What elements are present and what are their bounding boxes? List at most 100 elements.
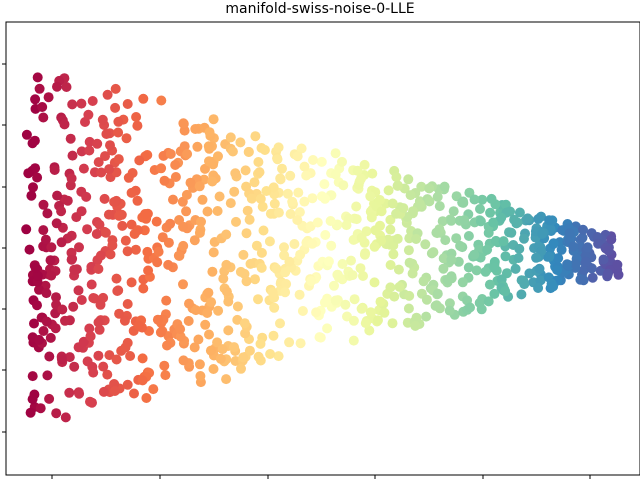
data-point: [459, 215, 470, 226]
data-point: [126, 277, 137, 288]
data-point: [375, 296, 386, 307]
data-point: [105, 140, 115, 151]
data-point: [21, 224, 32, 235]
data-point: [548, 239, 559, 249]
data-point: [241, 228, 252, 239]
data-point: [500, 286, 511, 297]
data-point: [34, 334, 45, 345]
data-point: [110, 83, 121, 94]
data-point: [320, 230, 331, 240]
data-point: [93, 350, 104, 361]
data-point: [44, 393, 55, 404]
data-point: [159, 360, 170, 371]
data-point: [243, 147, 254, 157]
data-point: [196, 216, 206, 227]
data-point: [57, 304, 68, 315]
data-point: [51, 408, 62, 419]
data-point: [56, 237, 67, 248]
data-point: [598, 254, 609, 265]
data-point: [61, 82, 72, 92]
data-point: [301, 170, 312, 181]
data-point: [316, 156, 327, 167]
data-point: [62, 195, 73, 206]
data-point: [119, 315, 130, 326]
data-point: [227, 146, 238, 157]
data-point: [44, 351, 55, 362]
data-point: [359, 159, 370, 170]
data-point: [202, 308, 213, 318]
data-point: [392, 233, 403, 244]
data-point: [56, 206, 67, 217]
data-point: [56, 354, 67, 365]
data-point: [74, 242, 84, 253]
y-axis-ticks: [2, 63, 6, 433]
data-point: [364, 325, 375, 336]
x-axis-ticks: [51, 475, 591, 479]
data-point: [84, 136, 95, 147]
data-point: [612, 259, 623, 270]
data-point: [151, 216, 162, 227]
data-point: [178, 240, 189, 251]
data-point: [194, 181, 205, 192]
data-point: [120, 235, 131, 246]
data-point: [431, 227, 442, 238]
data-point: [483, 296, 494, 307]
data-point: [84, 145, 95, 156]
data-point: [133, 320, 144, 331]
data-point: [97, 114, 108, 125]
data-point: [606, 234, 617, 245]
data-point: [184, 298, 194, 309]
data-point: [356, 232, 367, 243]
data-point: [577, 232, 588, 243]
data-point: [582, 242, 593, 253]
data-point: [155, 327, 166, 338]
data-point: [535, 275, 546, 286]
data-point: [403, 245, 414, 256]
data-point: [296, 143, 307, 154]
data-point: [432, 288, 443, 299]
data-point: [282, 188, 293, 199]
data-point: [212, 337, 223, 348]
data-point: [292, 215, 303, 225]
data-point: [232, 301, 243, 312]
data-point: [208, 364, 219, 374]
data-point: [236, 363, 246, 374]
data-point: [179, 141, 190, 152]
data-point: [207, 176, 218, 187]
data-point: [410, 320, 421, 331]
data-point: [322, 323, 333, 334]
chart-title: manifold-swiss-noise-0-LLE: [225, 1, 415, 17]
data-point: [221, 229, 232, 240]
data-point: [385, 260, 396, 270]
data-point: [294, 289, 305, 300]
data-point: [65, 133, 76, 144]
data-point: [35, 403, 46, 414]
data-point: [544, 251, 555, 262]
data-point: [189, 235, 200, 246]
data-point: [275, 174, 286, 185]
data-point: [178, 279, 188, 290]
data-point: [360, 318, 371, 329]
data-point: [95, 299, 106, 310]
data-point: [385, 224, 396, 235]
data-point: [183, 316, 194, 326]
data-point: [438, 253, 449, 264]
data-point: [87, 96, 98, 106]
data-point: [292, 151, 303, 162]
data-point: [64, 387, 75, 398]
data-point: [603, 245, 614, 256]
data-point: [340, 299, 351, 310]
data-point: [253, 294, 263, 305]
data-point: [360, 248, 371, 259]
data-point: [421, 311, 432, 322]
data-point: [93, 264, 104, 274]
data-point: [157, 232, 168, 243]
data-point: [244, 345, 255, 356]
data-point: [488, 217, 499, 228]
data-point: [356, 173, 366, 184]
data-point: [341, 220, 352, 231]
data-point: [69, 361, 80, 372]
data-point: [37, 102, 48, 112]
data-point: [24, 244, 35, 255]
data-point: [469, 249, 480, 260]
